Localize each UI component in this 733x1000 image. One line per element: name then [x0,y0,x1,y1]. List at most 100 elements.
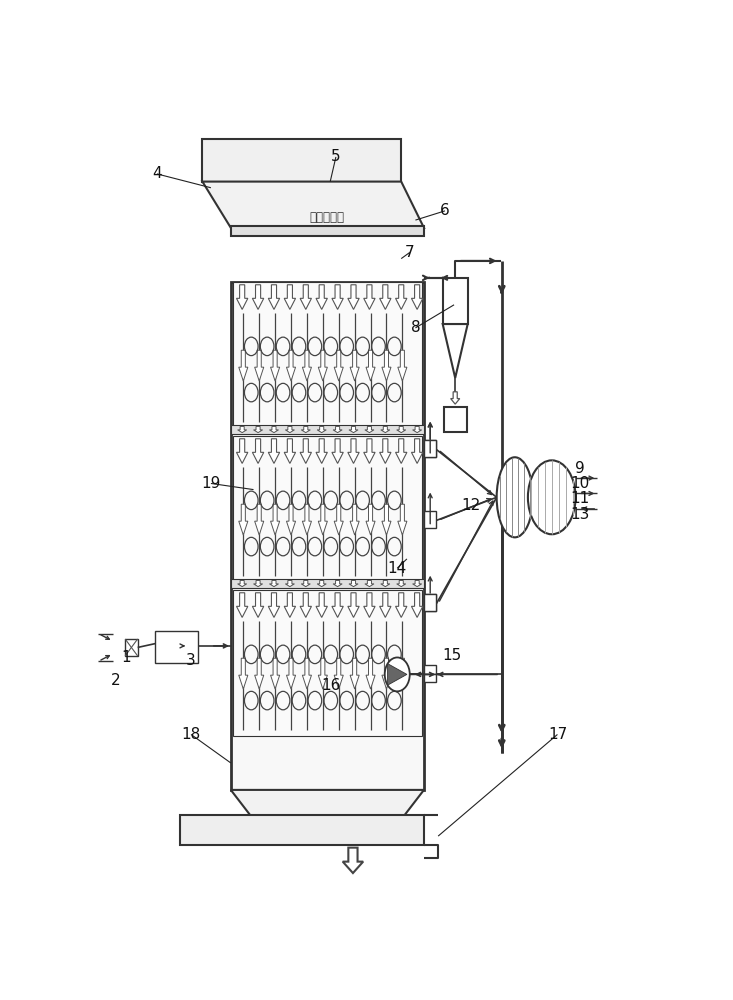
Polygon shape [303,350,312,381]
Polygon shape [398,504,407,535]
Polygon shape [333,580,342,587]
Polygon shape [284,285,295,309]
Polygon shape [318,658,328,689]
Polygon shape [380,285,391,309]
Polygon shape [350,658,359,689]
Polygon shape [413,580,421,587]
Bar [233,590,421,736]
Polygon shape [317,580,326,587]
Polygon shape [303,658,312,689]
Polygon shape [334,350,343,381]
Polygon shape [411,439,423,463]
Polygon shape [382,350,391,381]
Text: 5: 5 [331,149,341,164]
Polygon shape [254,350,264,381]
Bar [155,631,198,663]
Polygon shape [451,392,460,404]
Polygon shape [301,426,310,433]
Polygon shape [397,426,406,433]
Bar [424,440,436,457]
Polygon shape [349,426,358,433]
Polygon shape [443,324,468,378]
Text: 兰炭颗粒流: 兰炭颗粒流 [310,211,345,224]
Polygon shape [334,658,343,689]
Polygon shape [254,580,262,587]
Polygon shape [202,182,424,228]
Polygon shape [396,285,407,309]
Polygon shape [380,439,391,463]
Polygon shape [366,350,375,381]
Polygon shape [366,504,375,535]
Polygon shape [398,658,407,689]
Polygon shape [300,439,312,463]
Polygon shape [396,439,407,463]
Polygon shape [317,426,326,433]
Bar [231,282,424,790]
Polygon shape [237,580,247,587]
Bar [125,639,138,656]
Polygon shape [316,439,328,463]
Polygon shape [332,439,343,463]
Bar [233,282,421,428]
Bar [424,594,436,611]
Polygon shape [237,593,248,617]
Polygon shape [318,504,328,535]
Polygon shape [380,426,390,433]
Polygon shape [270,426,279,433]
Polygon shape [239,504,248,535]
Polygon shape [366,658,375,689]
Bar [424,594,436,611]
Text: 13: 13 [570,507,590,522]
Text: 14: 14 [388,561,407,576]
Polygon shape [350,504,359,535]
Polygon shape [300,285,312,309]
Bar [231,579,424,588]
Text: 19: 19 [202,476,221,491]
Polygon shape [348,593,359,617]
Polygon shape [380,593,391,617]
Text: 11: 11 [570,491,590,506]
Bar [424,440,436,457]
Polygon shape [396,593,407,617]
Polygon shape [237,426,247,433]
Polygon shape [268,593,280,617]
Polygon shape [237,439,248,463]
Polygon shape [334,504,343,535]
Polygon shape [411,593,423,617]
Polygon shape [303,504,312,535]
Polygon shape [287,350,295,381]
Polygon shape [382,504,391,535]
Bar [231,226,424,235]
Polygon shape [300,593,312,617]
Polygon shape [239,350,248,381]
Polygon shape [343,848,363,873]
Polygon shape [413,426,421,433]
Bar [262,895,444,940]
Ellipse shape [528,460,575,534]
Polygon shape [348,439,359,463]
Polygon shape [285,580,295,587]
Bar [180,815,424,845]
Polygon shape [270,580,279,587]
Polygon shape [287,658,295,689]
Text: 12: 12 [462,497,481,512]
Text: 15: 15 [443,648,462,663]
Polygon shape [254,658,264,689]
Polygon shape [364,593,375,617]
Text: 1: 1 [121,650,130,665]
Polygon shape [231,790,424,827]
Text: 3: 3 [186,653,196,668]
Polygon shape [388,664,407,685]
Bar [202,139,401,182]
Polygon shape [254,426,262,433]
Polygon shape [237,285,248,309]
Polygon shape [268,439,280,463]
Polygon shape [270,658,280,689]
Bar [424,665,436,682]
Text: 16: 16 [322,678,341,693]
Polygon shape [332,285,343,309]
Polygon shape [252,439,264,463]
Polygon shape [285,426,295,433]
Polygon shape [316,285,328,309]
Polygon shape [254,504,264,535]
